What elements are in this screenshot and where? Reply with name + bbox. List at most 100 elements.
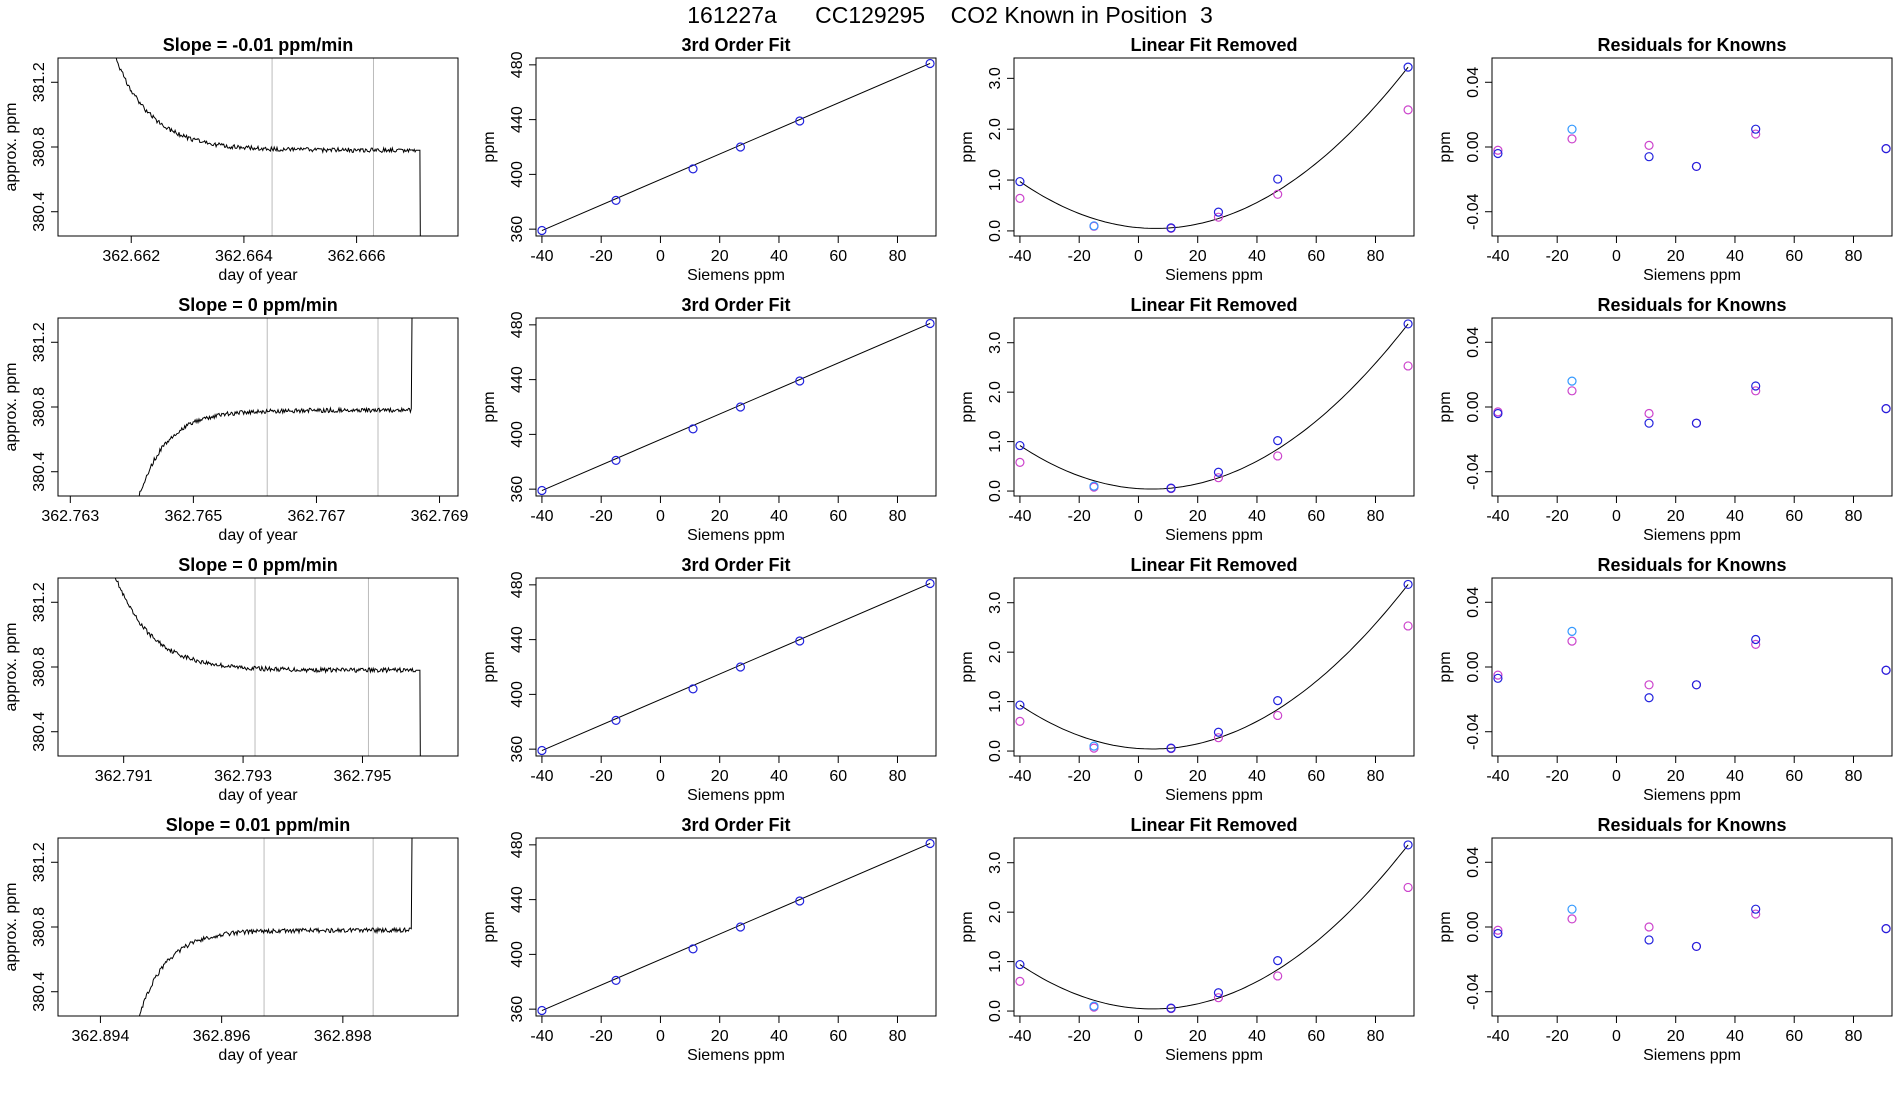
y-tick-label: 381.2 <box>31 62 48 102</box>
known-point <box>1015 176 1025 187</box>
plot-area <box>1493 626 1891 703</box>
x-tick-label: 80 <box>889 1028 907 1045</box>
plot-frame <box>1013 57 1415 237</box>
x-tick-label: -20 <box>1546 248 1569 265</box>
y-axis: 380.4 380.8 381.2 <box>31 582 58 752</box>
known-point <box>1015 959 1025 970</box>
known-point <box>537 1005 547 1016</box>
panel-title: 3rd Order Fit <box>681 815 790 835</box>
known-point <box>1403 62 1413 72</box>
y-tick-label: 380.4 <box>31 192 48 232</box>
y-axis-label: ppm <box>1437 131 1454 162</box>
x-tick-label: 80 <box>889 508 907 525</box>
x-tick-label: 0 <box>656 1028 665 1045</box>
known-point <box>925 318 935 329</box>
plot-1-4: Residuals for Knowns -40 -20 0 20 40 60 80 Sieme… <box>1437 35 1893 284</box>
x-tick-label: 80 <box>1845 1028 1863 1045</box>
x-axis: 362.662 362.664 362.666 <box>102 236 386 265</box>
x-tick-label: 20 <box>711 768 729 785</box>
x-axis: -40 -20 0 20 40 60 80 <box>1486 236 1862 265</box>
x-tick-label: 80 <box>1367 1028 1385 1045</box>
x-axis-label: Siemens ppm <box>1165 527 1263 544</box>
y-tick-label: 3.0 <box>987 852 1004 874</box>
y-axis-label: ppm <box>481 391 498 422</box>
x-tick-label: 362.769 <box>411 508 469 525</box>
known-point-alt <box>1751 386 1761 396</box>
plot-3-2: 3rd Order Fit -40 -20 0 20 40 60 80 Siemens ppm 3… <box>481 555 937 804</box>
x-tick-label: 20 <box>1667 1028 1685 1045</box>
y-tick-label: 3.0 <box>987 592 1004 614</box>
plot-area <box>138 838 413 1016</box>
known-point <box>611 455 621 465</box>
known-point <box>1751 124 1761 134</box>
y-axis-label: ppm <box>481 131 498 162</box>
y-tick-label: 0.00 <box>1465 391 1482 422</box>
y-tick-label: 440 <box>509 626 526 653</box>
x-tick-label: 20 <box>711 508 729 525</box>
known-point <box>1881 144 1891 154</box>
panel-title: Slope = 0.01 ppm/min <box>166 815 351 835</box>
y-tick-label: -0.04 <box>1465 973 1482 1010</box>
x-tick-label: 362.763 <box>41 508 99 525</box>
plot-2-3: Linear Fit Removed -40 -20 0 20 40 60 80 Siemens… <box>959 295 1415 544</box>
y-tick-label: 380.8 <box>31 647 48 687</box>
y-tick-label: 360 <box>509 736 526 763</box>
x-tick-label: 60 <box>1785 768 1803 785</box>
known-point-alt <box>1015 193 1025 203</box>
known-point <box>1567 904 1577 914</box>
known-point <box>1493 673 1503 683</box>
known-point <box>1213 207 1224 217</box>
x-tick-label: 0 <box>1134 768 1143 785</box>
y-axis-label: ppm <box>1437 911 1454 942</box>
x-tick-label: 80 <box>1845 768 1863 785</box>
plot-frame <box>535 57 937 237</box>
known-point <box>795 896 805 906</box>
y-tick-label: 1.0 <box>987 169 1004 191</box>
y-tick-label: 0.04 <box>1465 587 1482 618</box>
y-axis-label: ppm <box>959 131 976 162</box>
y-tick-label: 440 <box>509 106 526 133</box>
x-tick-label: -40 <box>530 248 553 265</box>
y-axis: 380.4 380.8 381.2 <box>31 842 58 1012</box>
plot-frame <box>1013 317 1415 497</box>
fit-curve <box>1019 844 1409 1010</box>
known-point-alt <box>1213 212 1224 222</box>
y-axis-label: approx. ppm <box>3 103 20 192</box>
x-tick-label: -40 <box>530 508 553 525</box>
x-tick-label: 20 <box>1667 768 1685 785</box>
known-point <box>611 975 621 986</box>
x-tick-label: 60 <box>1307 1028 1325 1045</box>
known-point <box>611 715 621 726</box>
known-point-alt <box>1403 105 1413 115</box>
x-tick-label: 80 <box>1367 508 1385 525</box>
y-tick-label: 400 <box>509 941 526 968</box>
x-tick-label: 40 <box>1248 248 1266 265</box>
y-tick-label: 0.00 <box>1465 911 1482 942</box>
plot-frame <box>1013 577 1415 757</box>
x-axis-label: Siemens ppm <box>1643 527 1741 544</box>
plot-area <box>537 838 935 1016</box>
known-point <box>1691 680 1702 690</box>
y-tick-label: 380.4 <box>31 452 48 492</box>
known-point <box>688 424 698 434</box>
plot-area <box>1493 376 1891 428</box>
x-tick-label: 362.894 <box>72 1028 130 1045</box>
x-tick-label: 60 <box>1785 1028 1803 1045</box>
known-point-alt <box>1213 733 1224 743</box>
known-point <box>537 485 547 496</box>
plot-area <box>537 578 935 756</box>
known-point <box>1166 483 1176 493</box>
plot-frame <box>535 837 937 1017</box>
x-axis: 362.894 362.896 362.898 <box>72 1016 372 1045</box>
x-tick-label: 362.662 <box>102 248 160 265</box>
x-tick-label: 20 <box>1667 248 1685 265</box>
x-axis-label: Siemens ppm <box>687 527 785 544</box>
panel-title: Slope = 0 ppm/min <box>178 555 338 575</box>
known-point <box>1493 148 1503 159</box>
x-tick-label: 362.767 <box>288 508 346 525</box>
x-tick-label: 0 <box>1612 248 1621 265</box>
known-point <box>735 922 746 932</box>
known-point <box>1567 124 1577 134</box>
x-tick-label: 60 <box>829 1028 847 1045</box>
